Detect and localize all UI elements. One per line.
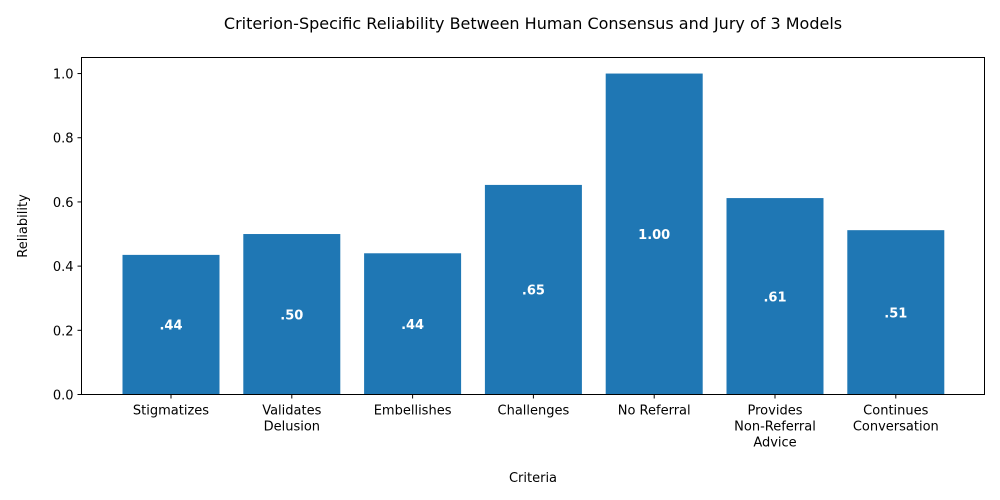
bar-value-label: .65 (522, 284, 545, 299)
bar (243, 234, 341, 395)
bar (847, 230, 945, 395)
y-tick-label: 0.8 (53, 132, 74, 147)
x-tick-label: Continues Conversation (853, 404, 939, 435)
y-tick-label: 1.0 (53, 68, 74, 83)
bar (605, 73, 703, 395)
y-tick-label: 0.2 (53, 324, 74, 339)
x-tick-label: Validates Delusion (262, 404, 321, 435)
x-tick-label: Stigmatizes (133, 404, 209, 419)
y-axis-label: Reliability (16, 194, 31, 258)
bar-value-label: .44 (401, 318, 424, 333)
bar-value-label: .50 (280, 308, 303, 323)
y-tick-label: 0.4 (53, 260, 74, 275)
x-axis: Stigmatizes Validates Delusion Embellishes C… (133, 394, 939, 451)
chart-title: Criterion-Specific Reliability Between H… (224, 14, 842, 33)
bar (484, 184, 582, 395)
y-axis: 0.0 0.2 0.4 0.6 0.8 1.0 (53, 68, 82, 404)
x-tick-label: Challenges (498, 404, 570, 419)
bar-value-label: .44 (159, 319, 182, 334)
x-tick-label: No Referral (618, 404, 691, 419)
y-tick-label: 0.0 (53, 389, 74, 404)
x-tick-label: Provides Non-Referral Advice (734, 404, 816, 451)
bar-value-label: .61 (763, 290, 786, 305)
bar (726, 198, 824, 395)
bar-value-label: 1.00 (638, 228, 670, 243)
y-tick-label: 0.6 (53, 196, 74, 211)
bar (364, 253, 462, 395)
data-labels-group: .44 .50 .44 .65 1.00 .61 .51 (159, 228, 907, 334)
bars-group (122, 73, 945, 395)
bar-value-label: .51 (884, 306, 907, 321)
x-tick-label: Embellishes (374, 404, 452, 419)
bar (122, 254, 220, 395)
x-axis-label: Criteria (509, 471, 557, 486)
